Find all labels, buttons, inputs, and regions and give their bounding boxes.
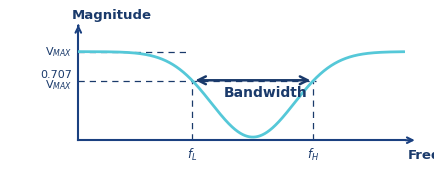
Text: Bandwidth: Bandwidth: [224, 86, 307, 100]
Text: f$_L$: f$_L$: [187, 147, 197, 163]
Text: 0.707: 0.707: [40, 70, 72, 80]
Text: Magnitude: Magnitude: [72, 9, 151, 22]
Text: V$_{MAX}$: V$_{MAX}$: [44, 78, 72, 92]
Text: V$_{MAX}$: V$_{MAX}$: [44, 45, 72, 58]
Text: Frequency: Frequency: [407, 149, 434, 162]
Text: f$_H$: f$_H$: [306, 147, 319, 163]
